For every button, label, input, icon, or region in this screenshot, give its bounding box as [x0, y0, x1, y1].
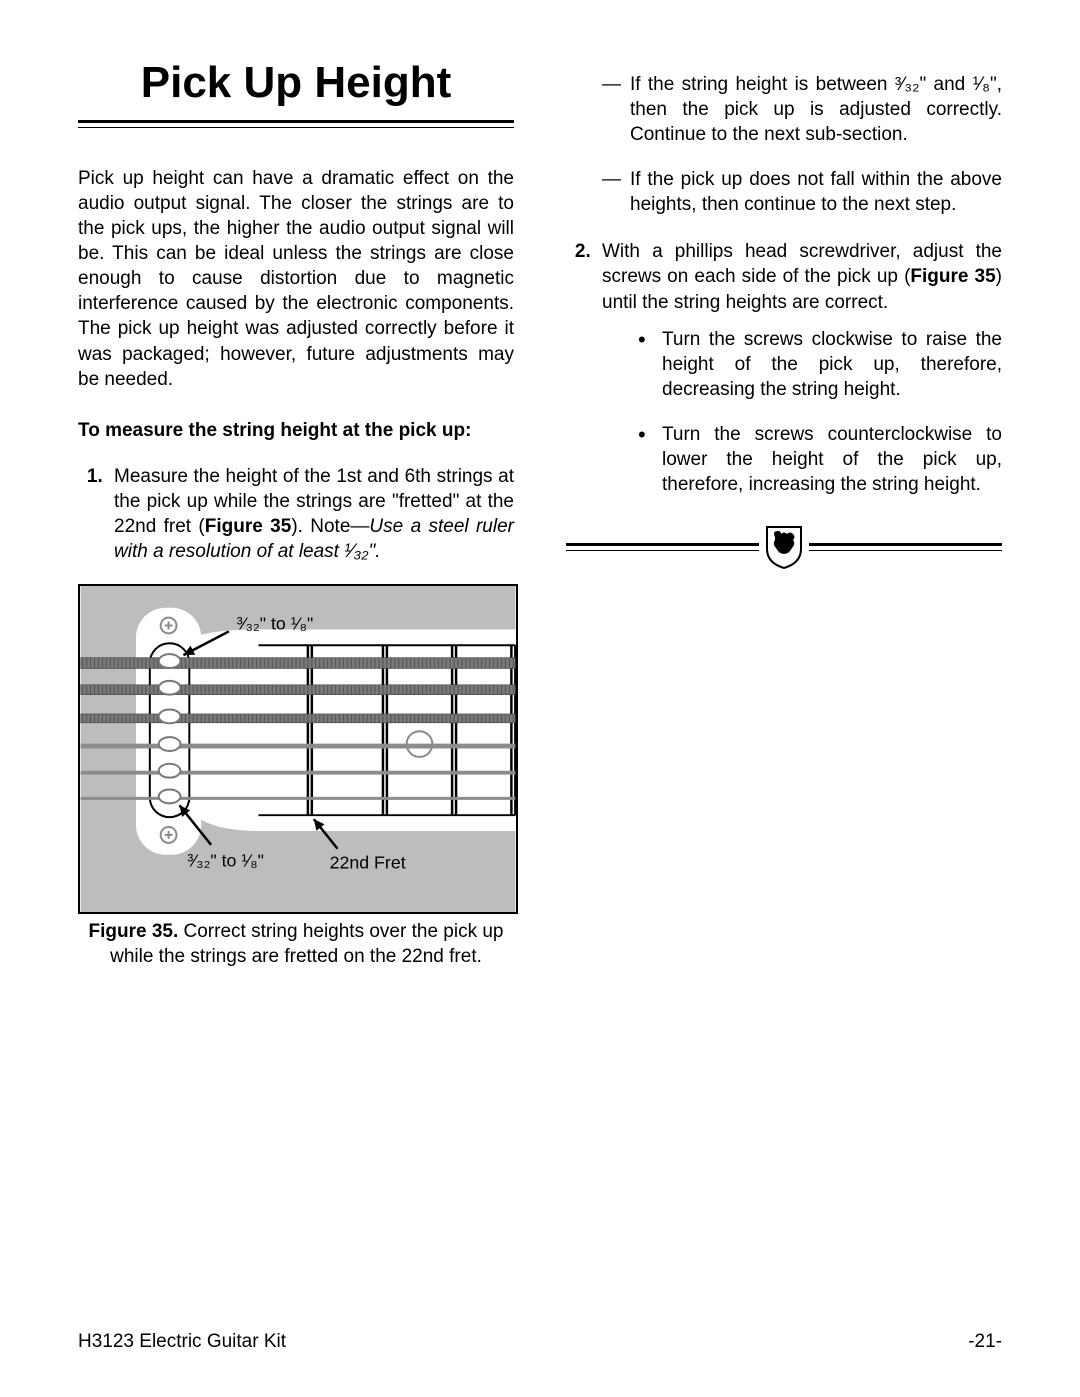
section-end-divider [566, 525, 1002, 569]
step2-figref: Figure 35 [910, 266, 995, 287]
figure-35: ³⁄₃₂" to ¹⁄₈" ³⁄₃₂" to ¹⁄₈" 22nd Fret Figu… [78, 584, 514, 969]
divider-line-right [809, 543, 1002, 551]
step-list-left: Measure the height of the 1st and 6th st… [78, 464, 514, 564]
svg-text:³⁄₃₂" to ¹⁄₈": ³⁄₃₂" to ¹⁄₈" [187, 851, 264, 871]
left-column: Pick Up Height Pick up height can have a… [78, 58, 514, 969]
bullet-2: Turn the screws counterclockwise to lowe… [638, 422, 1002, 497]
title-rule [78, 120, 514, 128]
bear-shield-icon [765, 525, 803, 569]
footer-left: H3123 Electric Guitar Kit [78, 1331, 286, 1353]
figure-35-svg: ³⁄₃₂" to ¹⁄₈" ³⁄₃₂" to ¹⁄₈" 22nd Fret [78, 584, 518, 914]
step-1: Measure the height of the 1st and 6th st… [108, 464, 514, 564]
instruction-header: To measure the string height at the pick… [78, 420, 514, 442]
svg-text:³⁄₃₂" to ¹⁄₈": ³⁄₃₂" to ¹⁄₈" [237, 613, 314, 633]
step1-figref: Figure 35 [205, 516, 292, 537]
footer-right: -21- [968, 1331, 1002, 1353]
bullet-list: Turn the screws clockwise to raise the h… [602, 327, 1002, 497]
intro-paragraph: Pick up height can have a dramatic effec… [78, 166, 514, 392]
figure-35-caption: Figure 35. Correct string heights over t… [78, 920, 514, 969]
bullet-1: Turn the screws clockwise to raise the h… [638, 327, 1002, 402]
svg-text:22nd Fret: 22nd Fret [330, 853, 406, 873]
step1-text-b: ). Note— [291, 516, 369, 537]
divider-line-left [566, 543, 759, 551]
dash-list: If the string height is between ³⁄₃₂" an… [566, 72, 1002, 217]
page-footer: H3123 Electric Guitar Kit -21- [78, 1331, 1002, 1353]
page-body: Pick Up Height Pick up height can have a… [0, 0, 1080, 969]
right-column: If the string height is between ³⁄₃₂" an… [566, 58, 1002, 969]
dash-item-2: If the pick up does not fall within the … [602, 167, 1002, 217]
figure-caption-bold: Figure 35. [88, 921, 178, 942]
section-title: Pick Up Height [78, 58, 514, 108]
step-2: With a phillips head screwdriver, adjust… [596, 239, 1002, 497]
dash-item-1: If the string height is between ³⁄₃₂" an… [602, 72, 1002, 147]
step-list-right: With a phillips head screwdriver, adjust… [566, 239, 1002, 497]
